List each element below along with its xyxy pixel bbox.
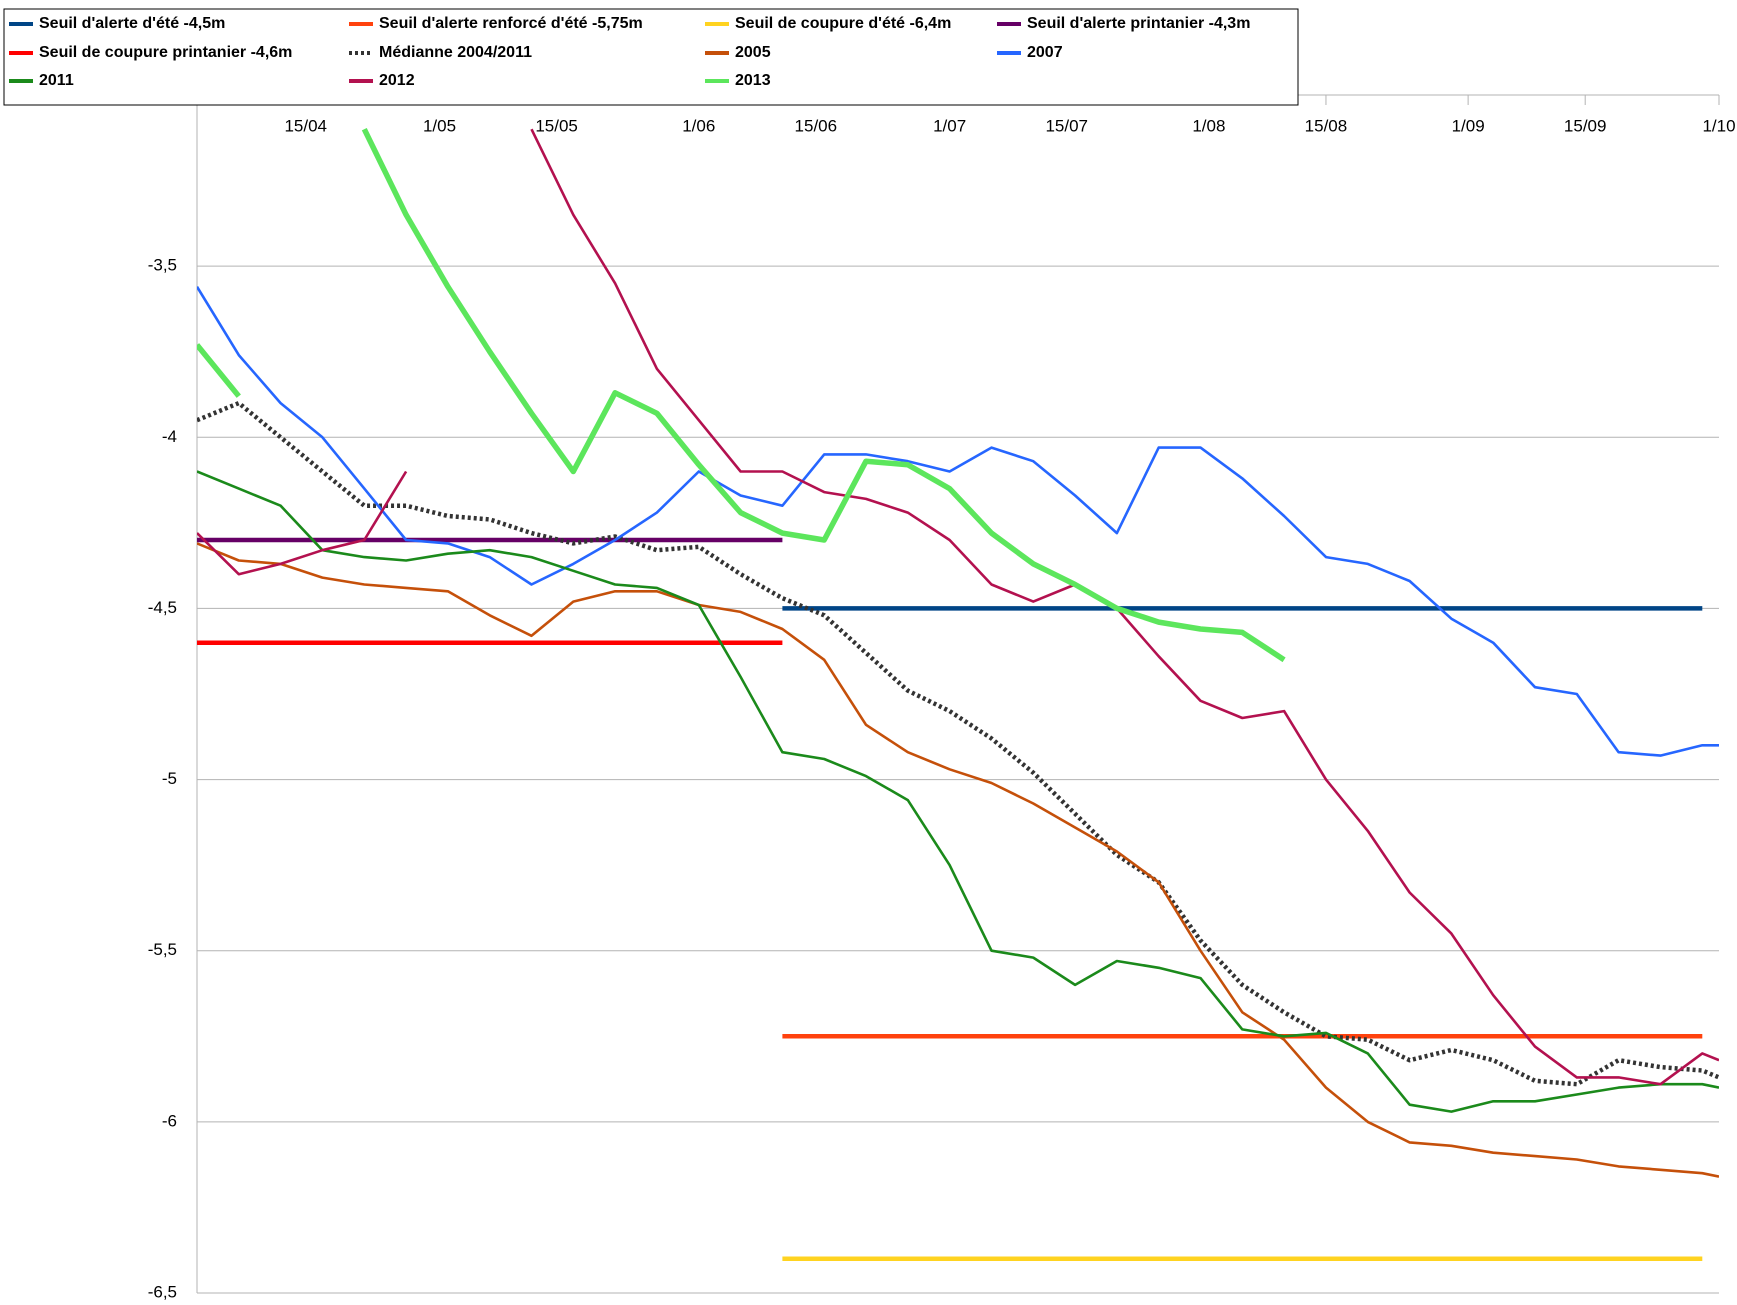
y-tick-label: -5,5 — [148, 940, 177, 959]
x-tick-label: 1/08 — [1192, 116, 1225, 135]
y-tick-label: -3,5 — [148, 256, 177, 275]
legend-label: Seuil d'alerte d'été -4,5m — [39, 15, 225, 32]
x-tick-label: 15/09 — [1564, 116, 1607, 135]
legend-box — [3, 8, 1299, 106]
x-tick-label: 15/05 — [535, 116, 578, 135]
legend-label: Seuil d'alerte renforcé d'été -5,75m — [379, 15, 643, 32]
legend-label: 2007 — [1027, 44, 1063, 61]
y-tick-label: -4,5 — [148, 598, 177, 617]
x-tick-label: 1/05 — [423, 116, 456, 135]
legend-label: 2011 — [39, 72, 74, 89]
y-tick-label: -4 — [162, 427, 177, 446]
x-tick-label: 15/04 — [284, 116, 327, 135]
series-line — [197, 127, 1286, 663]
series-line — [197, 542, 1719, 1178]
series-line — [197, 128, 1719, 1086]
y-tick-label: -5 — [162, 769, 177, 788]
x-tick-label: 1/07 — [933, 116, 966, 135]
y-tick-label: -6,5 — [148, 1282, 177, 1301]
series-line — [197, 470, 1719, 1113]
legend-label: Médianne 2004/2011 — [379, 44, 532, 61]
x-tick-label: 15/06 — [795, 116, 838, 135]
legend-label: Seuil d'alerte printanier -4,3m — [1027, 15, 1250, 32]
y-tick-label: -6 — [162, 1111, 177, 1130]
grid — [197, 94, 1720, 1294]
legend-label: 2005 — [735, 44, 771, 61]
x-tick-label: 1/09 — [1452, 116, 1485, 135]
x-tick-label: 1/06 — [682, 116, 715, 135]
plot-area — [197, 127, 1719, 1262]
x-tick-label: 15/07 — [1045, 116, 1088, 135]
x-tick-label: 1/10 — [1702, 116, 1735, 135]
series-line — [197, 286, 1719, 757]
x-tick-label: 15/08 — [1305, 116, 1348, 135]
series-line — [197, 400, 1719, 1087]
legend: Seuil d'alerte d'été -4,5m Seuil d'alerte… — [3, 8, 1299, 106]
legend-label: 2012 — [379, 72, 415, 89]
legend-label: 2013 — [735, 72, 771, 89]
legend-label: Seuil de coupure d'été -6,4m — [735, 15, 951, 32]
legend-label: Seuil de coupure printanier -4,6m — [39, 44, 292, 61]
